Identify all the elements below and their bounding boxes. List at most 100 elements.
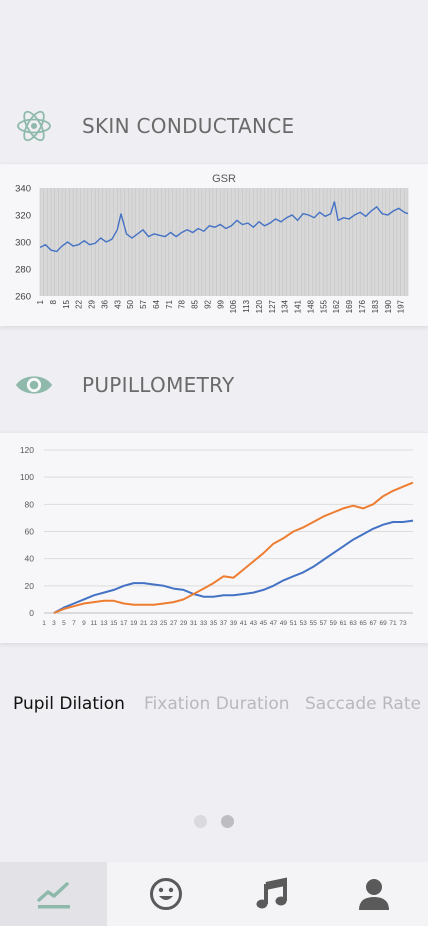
x-tick-label: 57 bbox=[139, 299, 148, 308]
y-tick-label: 20 bbox=[25, 581, 35, 591]
x-tick-label: 57 bbox=[320, 620, 328, 627]
x-tick-label: 5 bbox=[62, 620, 66, 627]
x-tick-label: 92 bbox=[203, 299, 212, 308]
x-tick-label: 134 bbox=[281, 299, 290, 313]
y-tick-label: 40 bbox=[25, 554, 35, 564]
tab-fixation-duration[interactable]: Fixation Duration bbox=[144, 694, 290, 714]
tab-pupil-dilation[interactable]: Pupil Dilation bbox=[13, 694, 125, 714]
x-tick-label: 31 bbox=[190, 620, 198, 627]
x-tick-label: 51 bbox=[290, 620, 298, 627]
y-tick-label: 60 bbox=[25, 527, 35, 537]
y-tick-label: 320 bbox=[15, 211, 31, 222]
section-title-pupil: PUPILLOMETRY bbox=[82, 373, 235, 397]
x-tick-label: 183 bbox=[371, 299, 380, 313]
x-tick-label: 61 bbox=[340, 620, 348, 627]
pupil-chart-card: 0 20 40 60 80 100 120 1 3 5 7 9 11 13 15 17 19 21 23 25 27 29… bbox=[0, 433, 428, 643]
x-tick-label: 45 bbox=[260, 620, 268, 627]
gsr-series-line bbox=[39, 201, 409, 253]
x-tick-label: 106 bbox=[229, 299, 238, 313]
x-tick-label: 1 bbox=[36, 299, 45, 304]
chart-line-icon bbox=[36, 882, 70, 909]
x-tick-label: 65 bbox=[360, 620, 368, 627]
y-tick-label: 80 bbox=[25, 499, 35, 509]
x-tick-label: 36 bbox=[100, 299, 109, 308]
tab-saccade-rate[interactable]: Saccade Rate bbox=[305, 694, 421, 714]
x-tick-label: 141 bbox=[294, 299, 303, 313]
skin-conductance-header: SKIN CONDUCTANCE bbox=[0, 106, 428, 146]
x-tick-label: 37 bbox=[220, 620, 228, 627]
x-tick-label: 155 bbox=[319, 299, 328, 313]
x-tick-label: 49 bbox=[280, 620, 288, 627]
nav-item-charts[interactable] bbox=[0, 862, 107, 926]
x-tick-label: 29 bbox=[180, 620, 188, 627]
bottom-nav bbox=[0, 862, 428, 926]
x-tick-label: 29 bbox=[88, 299, 97, 308]
x-tick-label: 63 bbox=[350, 620, 358, 627]
x-tick-label: 9 bbox=[82, 620, 86, 627]
user-icon bbox=[358, 879, 389, 910]
x-tick-label: 73 bbox=[399, 620, 407, 627]
y-tick-label: 260 bbox=[15, 292, 31, 303]
x-tick-label: 162 bbox=[332, 299, 341, 313]
x-tick-label: 190 bbox=[384, 299, 393, 313]
x-tick-label: 50 bbox=[126, 299, 135, 308]
pupil-series-line-1 bbox=[53, 519, 414, 614]
x-tick-label: 27 bbox=[170, 620, 178, 627]
x-tick-label: 67 bbox=[369, 620, 377, 627]
x-tick-label: 21 bbox=[140, 620, 148, 627]
x-tick-label: 169 bbox=[345, 299, 354, 313]
x-tick-label: 120 bbox=[255, 299, 264, 313]
x-tick-label: 176 bbox=[358, 299, 367, 313]
y-tick-label: 100 bbox=[20, 472, 34, 482]
section-title-skin: SKIN CONDUCTANCE bbox=[82, 114, 295, 138]
page-dot-2[interactable] bbox=[221, 815, 234, 828]
x-tick-label: 1 bbox=[42, 620, 46, 627]
x-tick-label: 59 bbox=[330, 620, 338, 627]
nav-item-mood[interactable] bbox=[112, 862, 219, 926]
y-tick-label: 120 bbox=[20, 445, 34, 455]
x-tick-label: 22 bbox=[75, 299, 84, 308]
atom-icon bbox=[14, 106, 54, 146]
nav-item-profile[interactable] bbox=[320, 862, 427, 926]
x-tick-label: 15 bbox=[110, 620, 118, 627]
x-tick-label: 33 bbox=[200, 620, 208, 627]
x-tick-label: 47 bbox=[270, 620, 278, 627]
x-tick-label: 35 bbox=[210, 620, 218, 627]
gsr-chart: GSR 260 280 300 320 340 1 8 15 22 29 36 43 50 57 64 71 78… bbox=[15, 173, 409, 313]
y-tick-label: 0 bbox=[29, 608, 34, 618]
x-tick-label: 39 bbox=[230, 620, 238, 627]
x-tick-label: 71 bbox=[165, 299, 174, 308]
page-indicator bbox=[0, 815, 428, 829]
metric-tabs: Pupil Dilation Fixation Duration Saccade… bbox=[0, 690, 428, 720]
y-tick-label: 300 bbox=[15, 238, 31, 249]
x-tick-label: 43 bbox=[113, 299, 122, 308]
x-tick-label: 85 bbox=[191, 299, 200, 308]
gsr-title: GSR bbox=[212, 173, 236, 185]
x-tick-label: 113 bbox=[242, 299, 251, 312]
eye-icon bbox=[14, 365, 54, 405]
x-tick-label: 71 bbox=[389, 620, 397, 627]
x-tick-label: 78 bbox=[178, 299, 187, 308]
x-tick-label: 53 bbox=[300, 620, 308, 627]
x-tick-label: 127 bbox=[268, 299, 277, 313]
y-tick-label: 280 bbox=[15, 265, 31, 276]
x-tick-label: 3 bbox=[52, 620, 56, 627]
gsr-chart-card: GSR 260 280 300 320 340 1 8 15 22 29 36 43 50 57 64 71 78… bbox=[0, 164, 428, 326]
x-tick-label: 23 bbox=[150, 620, 158, 627]
x-tick-label: 43 bbox=[250, 620, 258, 627]
x-tick-label: 15 bbox=[62, 299, 71, 308]
x-tick-label: 41 bbox=[240, 620, 248, 627]
x-tick-label: 8 bbox=[49, 299, 58, 304]
x-tick-label: 69 bbox=[379, 620, 387, 627]
x-tick-label: 99 bbox=[216, 299, 225, 308]
nav-item-music[interactable] bbox=[218, 862, 325, 926]
page-dot-1[interactable] bbox=[194, 815, 207, 828]
y-tick-label: 340 bbox=[15, 184, 31, 195]
pupil-series-line-2 bbox=[53, 481, 414, 614]
x-tick-label: 197 bbox=[397, 299, 406, 313]
x-tick-label: 25 bbox=[160, 620, 168, 627]
pupillometry-header: PUPILLOMETRY bbox=[0, 365, 428, 405]
x-tick-label: 7 bbox=[72, 620, 76, 627]
music-icon bbox=[256, 877, 287, 909]
